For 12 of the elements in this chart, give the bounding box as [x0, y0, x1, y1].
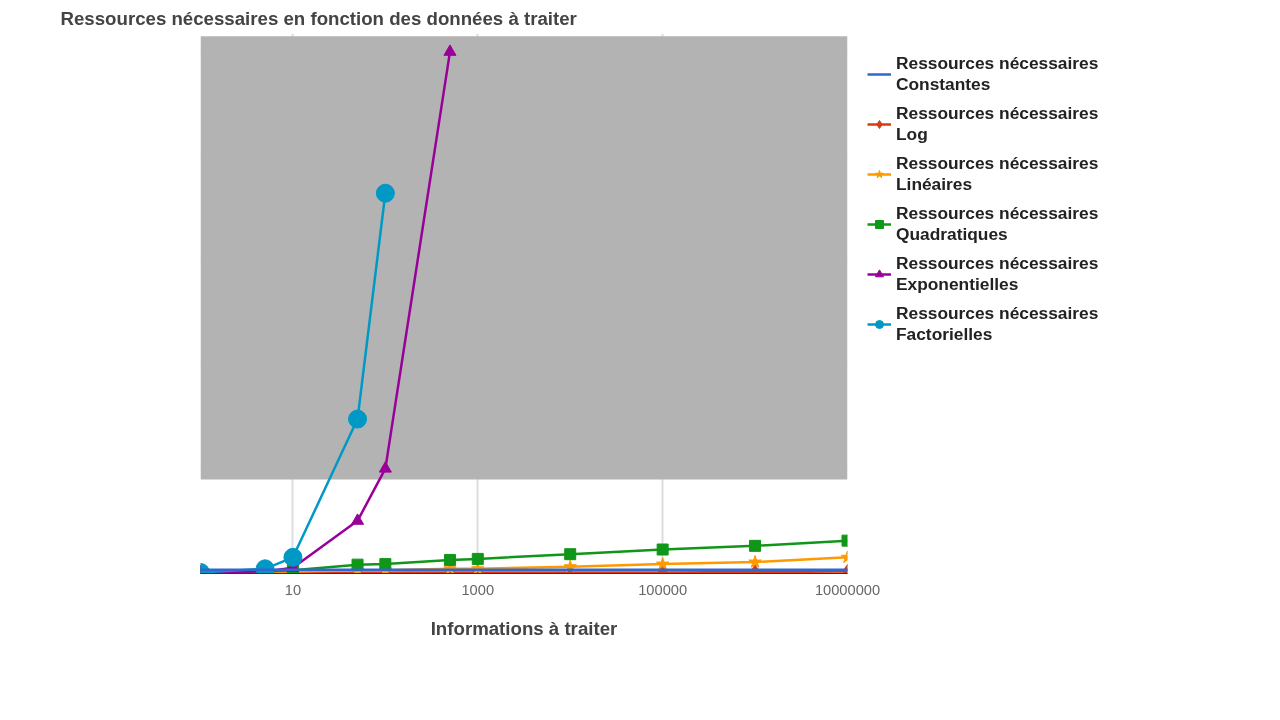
legend-label: Ressources nécessaires Quadratiques	[896, 203, 1099, 245]
legend-label: Ressources nécessaires Constantes	[896, 53, 1099, 95]
x-axis-title: Informations à traiter	[430, 617, 618, 639]
x-tick-label: 100000	[638, 581, 688, 598]
chart-title: Ressources nécessaires en fonction des données à traiter	[60, 7, 577, 29]
legend-label: Ressources nécessaires Log	[896, 103, 1099, 145]
legend-label: Ressources nécessaires Factorielles	[896, 303, 1099, 345]
legend-label: Ressources nécessaires Linéaires	[896, 153, 1099, 195]
legend-label: Ressources nécessaires Exponentielles	[896, 253, 1099, 295]
x-tick-label: 10	[284, 581, 302, 598]
x-tick-label: 1000	[461, 581, 495, 598]
x-tick-label: 10000000	[814, 581, 881, 598]
